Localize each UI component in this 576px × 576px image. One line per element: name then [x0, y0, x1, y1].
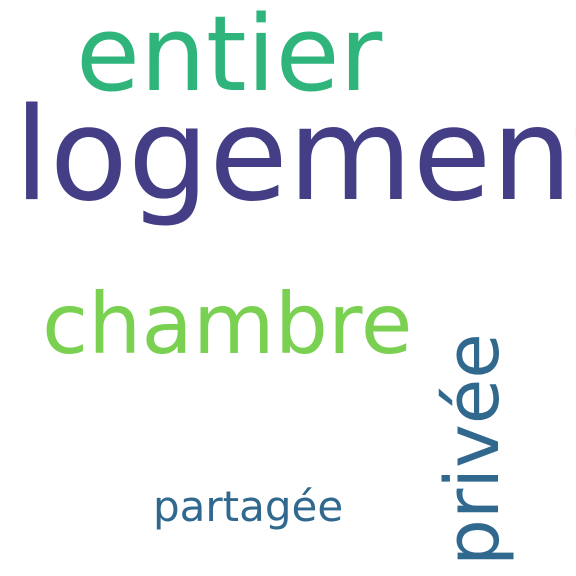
word-entier: entier — [76, 0, 383, 115]
word-logement: logement — [14, 81, 576, 230]
word-partagee: partagée — [153, 482, 344, 531]
word-chambre: chambre — [42, 275, 413, 373]
word-privee: privée — [430, 333, 516, 566]
